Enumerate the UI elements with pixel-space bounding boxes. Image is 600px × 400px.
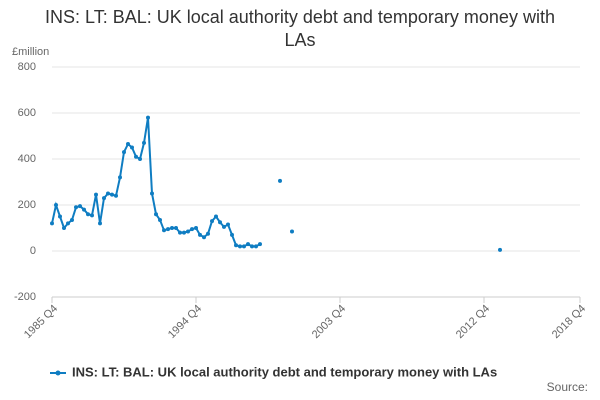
data-point [194, 226, 198, 230]
data-point [198, 232, 202, 237]
data-point [210, 219, 214, 224]
data-point [214, 214, 218, 219]
data-point [130, 145, 134, 150]
data-point [230, 232, 234, 237]
data-point [218, 220, 222, 225]
data-point [242, 244, 246, 249]
data-point [138, 157, 142, 161]
data-point [498, 247, 502, 252]
data-point [86, 212, 90, 217]
chart-title: INS: LT: BAL: UK local authority debt an… [45, 7, 555, 50]
data-point [150, 191, 154, 196]
data-point [202, 235, 206, 240]
data-point [62, 226, 66, 230]
data-point [250, 244, 254, 249]
data-point [206, 231, 210, 236]
data-point [154, 212, 158, 217]
data-point [182, 230, 186, 235]
data-point [114, 193, 118, 198]
x-tick-label: 2012 Q4 [454, 303, 492, 341]
data-point [166, 227, 170, 232]
data-point [190, 227, 194, 232]
x-tick-label: 2018 Q4 [550, 303, 588, 341]
data-point [102, 196, 106, 201]
data-point [66, 221, 70, 226]
data-point [178, 230, 182, 235]
data-point [126, 142, 130, 147]
data-point [142, 140, 146, 145]
data-point [106, 191, 110, 196]
y-tick-label: 800 [18, 61, 36, 73]
data-point [118, 175, 122, 180]
y-tick-label: 0 [30, 245, 36, 257]
data-point [246, 242, 250, 247]
data-point [58, 214, 62, 219]
y-tick-label: 400 [18, 153, 36, 165]
data-point [290, 229, 294, 234]
data-point [234, 243, 238, 248]
data-point [158, 217, 162, 222]
data-point [78, 204, 82, 209]
y-tick-label: 600 [18, 107, 36, 119]
data-point [258, 242, 262, 247]
data-point [110, 192, 114, 197]
legend-label: INS: LT: BAL: UK local authority debt an… [72, 364, 497, 379]
source: Source: [547, 380, 588, 394]
data-point [50, 221, 54, 226]
data-point [146, 115, 150, 120]
legend-marker [55, 370, 61, 376]
y-tick-label: 200 [18, 199, 36, 211]
x-tick-label: 1994 Q4 [166, 303, 204, 341]
data-point [134, 154, 138, 159]
data-point [98, 221, 102, 226]
data-point [54, 203, 58, 207]
data-point [278, 178, 282, 183]
y-axis-label: £million [12, 46, 49, 58]
data-point [254, 244, 258, 249]
data-point [90, 213, 94, 218]
series-line [52, 118, 500, 250]
y-tick-label: -200 [14, 291, 36, 303]
data-point [74, 205, 78, 210]
data-point [226, 222, 230, 227]
data-point [170, 226, 174, 230]
data-point [186, 229, 190, 234]
data-point [94, 192, 98, 197]
data-point [222, 224, 226, 229]
data-point [122, 150, 126, 155]
data-point [82, 207, 86, 212]
x-tick-label: 1985 Q4 [22, 303, 60, 341]
x-tick-label: 2003 Q4 [310, 303, 348, 341]
data-point [238, 244, 242, 249]
data-point [70, 217, 74, 222]
data-point [162, 228, 166, 233]
data-point [174, 226, 178, 230]
